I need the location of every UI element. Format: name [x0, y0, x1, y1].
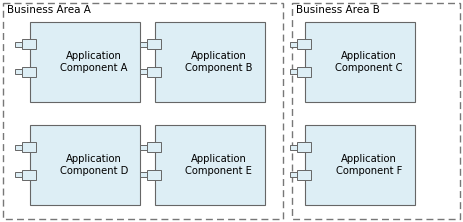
- Bar: [290, 145, 297, 150]
- Bar: [297, 170, 311, 180]
- Bar: [22, 67, 36, 77]
- Text: Business Area B: Business Area B: [296, 5, 380, 15]
- Bar: [15, 172, 22, 177]
- Bar: [3, 3, 283, 219]
- Text: Application
Component B: Application Component B: [185, 51, 252, 73]
- Bar: [140, 42, 147, 47]
- Text: Application
Component F: Application Component F: [336, 154, 402, 176]
- Text: Application
Component E: Application Component E: [185, 154, 252, 176]
- Bar: [155, 125, 265, 205]
- Bar: [140, 145, 147, 150]
- Bar: [292, 3, 460, 219]
- Bar: [155, 22, 265, 102]
- Bar: [147, 170, 161, 180]
- Bar: [22, 170, 36, 180]
- Bar: [15, 42, 22, 47]
- Bar: [22, 142, 36, 152]
- Text: Business Area A: Business Area A: [7, 5, 91, 15]
- Bar: [30, 22, 140, 102]
- Bar: [140, 69, 147, 74]
- Bar: [22, 39, 36, 50]
- Text: Application
Component C: Application Component C: [335, 51, 402, 73]
- Bar: [147, 67, 161, 77]
- Bar: [30, 125, 140, 205]
- Bar: [305, 125, 415, 205]
- Bar: [140, 172, 147, 177]
- Bar: [297, 142, 311, 152]
- Bar: [290, 42, 297, 47]
- Bar: [297, 67, 311, 77]
- Bar: [297, 39, 311, 50]
- Bar: [147, 142, 161, 152]
- Text: Application
Component D: Application Component D: [60, 154, 128, 176]
- Bar: [290, 69, 297, 74]
- Bar: [147, 39, 161, 50]
- Text: Application
Component A: Application Component A: [60, 51, 127, 73]
- Bar: [15, 69, 22, 74]
- Bar: [305, 22, 415, 102]
- Bar: [15, 145, 22, 150]
- Bar: [290, 172, 297, 177]
